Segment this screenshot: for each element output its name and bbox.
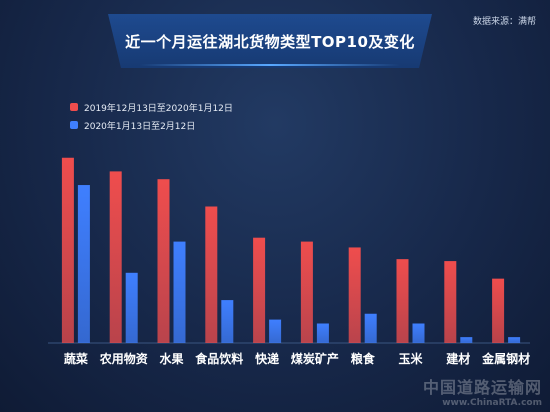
bar-series-1-10 [492,278,505,343]
legend-item-series-2: 2020年1月13日至2月12日 [70,116,233,134]
bar-series-2-4 [221,300,234,343]
title-banner [108,14,432,68]
x-tick-label-2: 农用物资 [99,351,148,366]
watermark-en: www.ChinaRTA.com [442,398,542,408]
x-tick-label-9: 建材 [445,351,470,366]
x-tick-label-10: 金属钢材 [481,351,530,366]
watermark-cn: 中国道路运输网 [422,378,542,397]
bar-series-2-9 [460,337,473,343]
bar-series-1-2 [109,171,122,343]
bar-series-1-7 [348,247,361,343]
bar-series-1-8 [396,259,409,343]
bar-series-2-5 [269,319,282,343]
bar-series-1-1 [61,157,74,343]
legend-label-series-1: 2019年12月13日至2020年1月12日 [84,103,233,114]
bar-series-2-7 [364,313,377,343]
bar-series-2-10 [508,337,521,343]
legend-swatch-series-2 [70,121,78,129]
x-tick-label-5: 快递 [255,351,279,366]
bar-series-1-5 [253,237,266,343]
x-tick-label-6: 煤炭矿产 [291,351,339,366]
x-tick-label-1: 蔬菜 [64,351,88,366]
x-tick-label-3: 水果 [159,351,183,366]
bar-series-1-6 [300,241,313,343]
legend-swatch-series-1 [70,103,78,111]
data-source-note: 数据来源：满帮 [472,17,536,27]
bar-series-2-2 [125,272,138,343]
x-tick-label-8: 玉米 [398,351,423,366]
bar-series-2-8 [412,323,425,343]
watermark: 中国道路运输网 www.ChinaRTA.com [423,374,542,408]
legend-label-series-2: 2020年1月13日至2月12日 [84,121,196,132]
bar-series-1-9 [444,261,457,343]
bar-series-1-4 [205,206,218,343]
bar-series-1-3 [157,179,170,343]
x-tick-label-4: 食品饮料 [194,351,243,366]
legend-item-series-1: 2019年12月13日至2020年1月12日 [70,98,233,116]
chart-title: 近一个月运往湖北货物类型TOP10及变化 [125,32,415,51]
chart-legend: 2019年12月13日至2020年1月12日 2020年1月13日至2月12日 [70,98,233,134]
bar-series-2-1 [77,185,90,343]
bar-series-2-3 [173,241,186,343]
bar-series-2-6 [316,323,329,343]
x-tick-label-7: 粮食 [351,351,376,366]
